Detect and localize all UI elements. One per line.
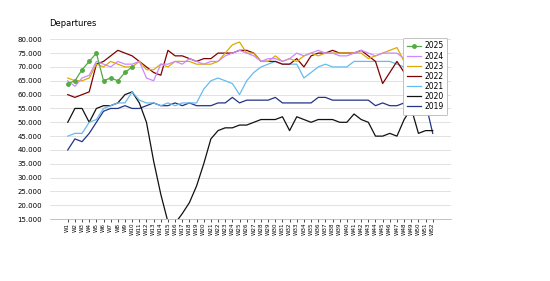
Legend: 2025, 2024, 2023, 2022, 2021, 2020, 2019: 2025, 2024, 2023, 2022, 2021, 2020, 2019 <box>404 38 447 115</box>
Text: Departures: Departures <box>50 19 97 28</box>
